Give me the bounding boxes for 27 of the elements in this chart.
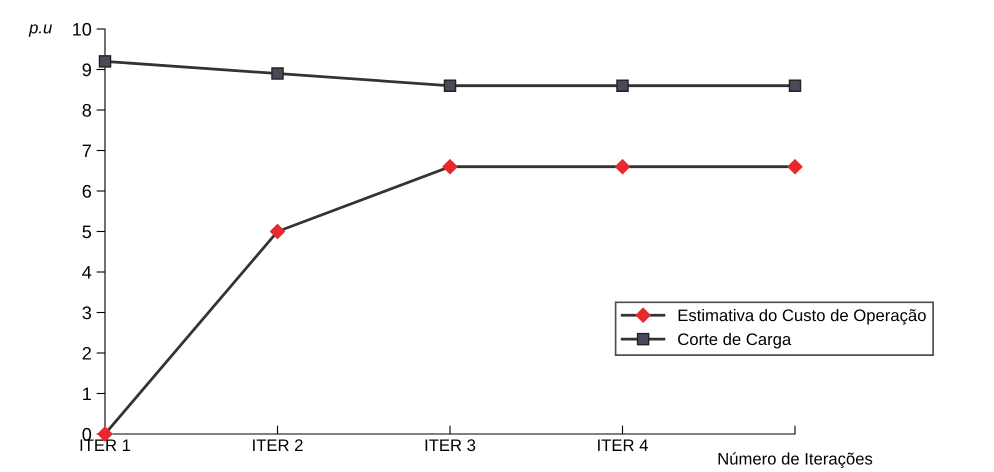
point bbox=[614, 159, 630, 174]
point bbox=[787, 159, 803, 174]
x-tick-label: ITER 1 bbox=[80, 439, 130, 451]
x-tick-label: ITER 4 bbox=[598, 439, 648, 451]
y-tick-label: 10 bbox=[73, 22, 92, 36]
point bbox=[616, 79, 629, 92]
y-tick-label: 5 bbox=[82, 226, 92, 238]
y-tick-label: 8 bbox=[82, 104, 92, 117]
point bbox=[444, 79, 456, 92]
y-tick-label: 7 bbox=[82, 144, 91, 158]
point bbox=[271, 67, 284, 80]
y-tick-label: 2 bbox=[82, 346, 91, 360]
legend-label: Estimativa do Custo de Operação bbox=[678, 308, 926, 325]
x-axis-title: Número de Iterações bbox=[718, 452, 872, 468]
point bbox=[788, 79, 802, 92]
y-tick-label: 9 bbox=[82, 63, 91, 76]
point bbox=[270, 224, 286, 240]
y-tick-label: 4 bbox=[82, 266, 92, 279]
point bbox=[442, 159, 458, 174]
x-tick-label: ITER 3 bbox=[426, 439, 476, 452]
y-tick-label: 6 bbox=[82, 184, 92, 198]
y-tick-label: 3 bbox=[82, 306, 92, 320]
legend-label: Corte de Carga bbox=[678, 332, 792, 348]
point bbox=[98, 55, 112, 68]
x-tick-label: ITER 2 bbox=[253, 439, 303, 451]
y-tick-label: 1 bbox=[83, 388, 91, 400]
y-axis-title: p.u bbox=[28, 24, 52, 37]
